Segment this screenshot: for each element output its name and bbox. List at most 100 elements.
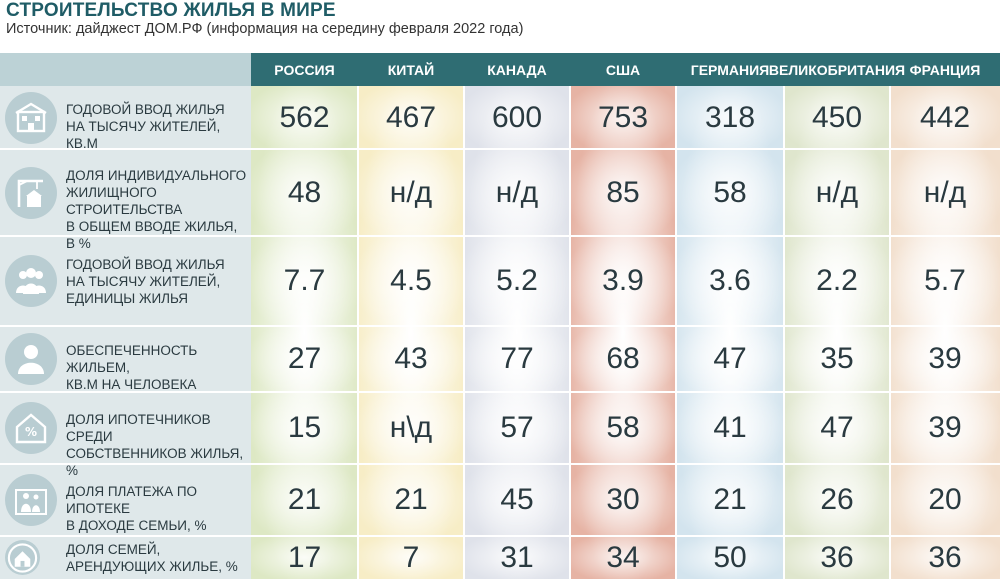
- table-cell: 27: [251, 326, 358, 392]
- table-cell: 562: [251, 86, 358, 149]
- table-cell: 39: [890, 392, 1000, 464]
- table-cell: 26: [784, 464, 890, 536]
- people-group-icon: [5, 255, 57, 307]
- column-header-2: КАНАДА: [487, 61, 547, 78]
- table-cell: 58: [676, 149, 784, 236]
- svg-text:%: %: [25, 425, 37, 439]
- table-cell: 5.2: [464, 236, 570, 326]
- column-0: 562 48 7.7 27 15 21 17: [251, 86, 358, 579]
- table-cell: 68: [570, 326, 676, 392]
- family-icon: [5, 474, 57, 526]
- table-cell: н/д: [784, 149, 890, 236]
- table-cell: 31: [464, 536, 570, 579]
- table-cell: 36: [784, 536, 890, 579]
- table-cell: 450: [784, 86, 890, 149]
- table-cell: 4.5: [358, 236, 464, 326]
- table-cell: 442: [890, 86, 1000, 149]
- rent-house-icon: [5, 540, 40, 575]
- row-separator: [0, 463, 1000, 465]
- row-label-2: ГОДОВОЙ ВВОД ЖИЛЬЯ НА ТЫСЯЧУ ЖИТЕЛЕЙ, ЕД…: [0, 236, 251, 326]
- table-cell: 58: [570, 392, 676, 464]
- column-separator: [357, 86, 359, 579]
- mortgage-house-icon: %: [5, 402, 57, 454]
- table-cell: 3.9: [570, 236, 676, 326]
- row-label-0: ГОДОВОЙ ВВОД ЖИЛЬЯ НА ТЫСЯЧУ ЖИТЕЛЕЙ, КВ…: [0, 86, 251, 151]
- page-title: СТРОИТЕЛЬСТВО ЖИЛЬЯ В МИРЕ: [6, 0, 336, 21]
- person-icon: [5, 333, 57, 385]
- column-separator: [889, 86, 891, 579]
- column-6: 442 н/д 5.7 39 39 20 36: [890, 86, 1000, 579]
- table-cell: н/д: [358, 149, 464, 236]
- row-separator: [0, 391, 1000, 393]
- table-cell: 7: [358, 536, 464, 579]
- row-label-text: ДОЛЯ ИНДИВИДУАЛЬНОГО ЖИЛИЩНОГО СТРОИТЕЛЬ…: [66, 168, 247, 251]
- row-label-text: ДОЛЯ ПЛАТЕЖА ПО ИПОТЕКЕ В ДОХОДЕ СЕМЬИ, …: [66, 484, 207, 533]
- row-label-text: ОБЕСПЕЧЕННОСТЬ ЖИЛЬЕМ, КВ.М НА ЧЕЛОВЕКА: [66, 343, 198, 392]
- table-cell: 21: [676, 464, 784, 536]
- table-cell: 77: [464, 326, 570, 392]
- table-cell: 21: [251, 464, 358, 536]
- crane-icon: [5, 166, 57, 219]
- header-corner: [0, 53, 251, 86]
- table-cell: н/д: [464, 149, 570, 236]
- table-cell: 39: [890, 326, 1000, 392]
- table-cell: 41: [676, 392, 784, 464]
- table-cell: 753: [570, 86, 676, 149]
- column-4: 318 58 3.6 47 41 21 50: [676, 86, 784, 579]
- table-cell: 2.2: [784, 236, 890, 326]
- table-cell: 15: [251, 392, 358, 464]
- row-label-1: ДОЛЯ ИНДИВИДУАЛЬНОГО ЖИЛИЩНОГО СТРОИТЕЛЬ…: [0, 149, 251, 251]
- header-row: РОССИЯ КИТАЙ КАНАДА США ГЕРМАНИЯ ВЕЛИКОБРИТАН…: [251, 53, 1000, 86]
- row-label-text: ГОДОВОЙ ВВОД ЖИЛЬЯ НА ТЫСЯЧУ ЖИТЕЛЕЙ, КВ…: [66, 101, 225, 151]
- table-cell: 57: [464, 392, 570, 464]
- table-cell: 85: [570, 149, 676, 236]
- table-cell: 21: [358, 464, 464, 536]
- row-label-text: ДОЛЯ ИПОТЕЧНИКОВ СРЕДИ СОБСТВЕННИКОВ ЖИЛ…: [66, 412, 244, 478]
- column-header-6: ФРАНЦИЯ: [909, 61, 981, 78]
- table-cell: 34: [570, 536, 676, 579]
- column-2: 600 н/д 5.2 77 57 45 31: [464, 86, 570, 579]
- row-separator: [0, 148, 1000, 150]
- building-icon: [5, 91, 57, 144]
- column-separator: [783, 86, 785, 579]
- table-cell: н/д: [890, 149, 1000, 236]
- row-label-text: ГОДОВОЙ ВВОД ЖИЛЬЯ НА ТЫСЯЧУ ЖИТЕЛЕЙ, ЕД…: [66, 256, 225, 306]
- data-table: РОССИЯ КИТАЙ КАНАДА США ГЕРМАНИЯ ВЕЛИКОБРИТАН…: [0, 53, 1000, 579]
- table-cell: 17: [251, 536, 358, 579]
- column-header-0: РОССИЯ: [274, 61, 335, 78]
- column-header-5: ВЕЛИКОБРИТАНИЯ: [768, 61, 906, 78]
- column-separator: [463, 86, 465, 579]
- table-cell: 47: [676, 326, 784, 392]
- page-subtitle: Источник: дайджест ДОМ.РФ (информация на…: [6, 21, 524, 37]
- column-separator: [569, 86, 571, 579]
- table-cell: 48: [251, 149, 358, 236]
- column-1: 467 н/д 4.5 43 н\д 21 7: [358, 86, 464, 579]
- table-cell: 47: [784, 392, 890, 464]
- row-label-3: ОБЕСПЕЧЕННОСТЬ ЖИЛЬЕМ, КВ.М НА ЧЕЛОВЕКА: [0, 326, 251, 392]
- table-cell: 30: [570, 464, 676, 536]
- row-label-text: ДОЛЯ СЕМЕЙ, АРЕНДУЮЩИХ ЖИЛЬЕ, %: [66, 541, 238, 574]
- column-header-4: ГЕРМАНИЯ: [690, 61, 770, 78]
- row-separator: [0, 325, 1000, 327]
- row-labels-column: ГОДОВОЙ ВВОД ЖИЛЬЯ НА ТЫСЯЧУ ЖИТЕЛЕЙ, КВ…: [0, 86, 251, 579]
- table-cell: 45: [464, 464, 570, 536]
- table-cell: 318: [676, 86, 784, 149]
- table-cell: 3.6: [676, 236, 784, 326]
- row-label-4: % ДОЛЯ ИПОТЕЧНИКОВ СРЕДИ СОБСТВЕННИКОВ ЖИ…: [0, 392, 251, 478]
- table-cell: 467: [358, 86, 464, 149]
- column-header-1: КИТАЙ: [387, 61, 435, 78]
- column-5: 450 н/д 2.2 35 47 26 36: [784, 86, 890, 579]
- table-cell: 600: [464, 86, 570, 149]
- row-label-6: ДОЛЯ СЕМЕЙ, АРЕНДУЮЩИХ ЖИЛЬЕ, %: [0, 536, 251, 579]
- column-header-3: США: [605, 61, 641, 78]
- table-cell: 36: [890, 536, 1000, 579]
- table-cell: 50: [676, 536, 784, 579]
- table-cell: 43: [358, 326, 464, 392]
- table-cell: 7.7: [251, 236, 358, 326]
- table-cell: н\д: [358, 392, 464, 464]
- column-3: 753 85 3.9 68 58 30 34: [570, 86, 676, 579]
- row-separator: [0, 535, 1000, 537]
- row-label-5: ДОЛЯ ПЛАТЕЖА ПО ИПОТЕКЕ В ДОХОДЕ СЕМЬИ, …: [0, 464, 251, 536]
- row-separator: [0, 235, 1000, 237]
- table-cell: 35: [784, 326, 890, 392]
